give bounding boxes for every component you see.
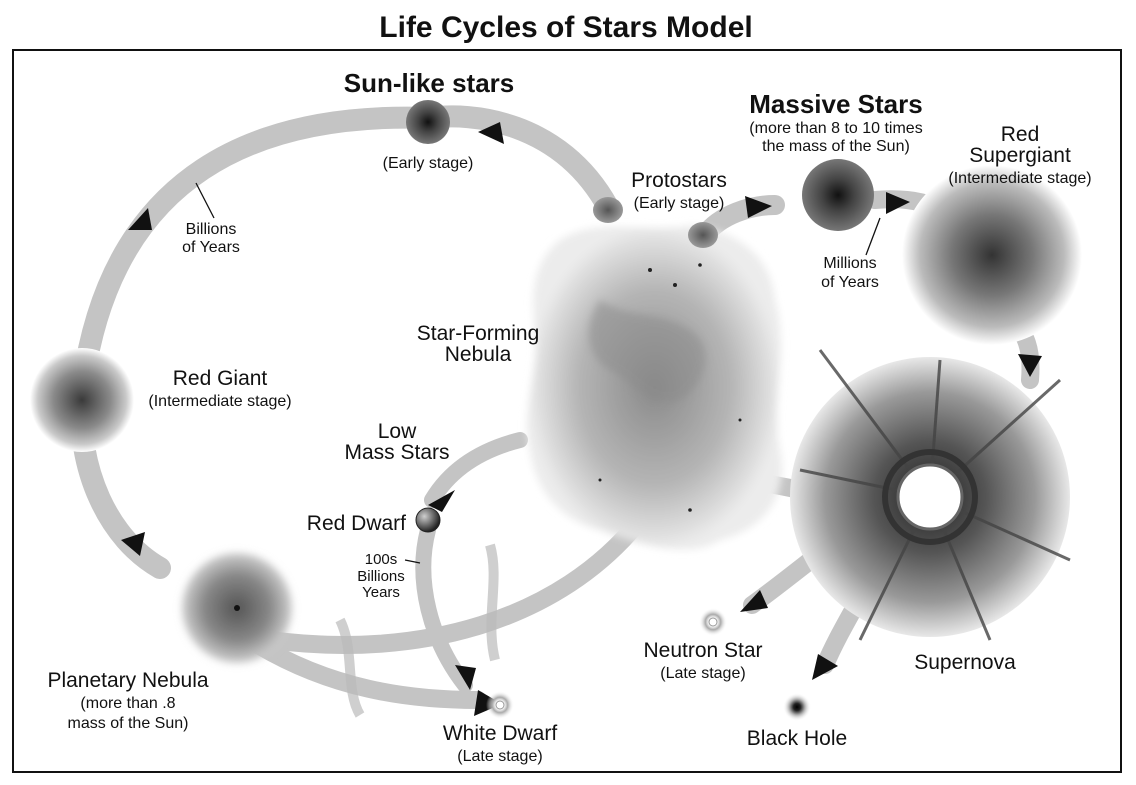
diagram-frame [12, 49, 1122, 773]
arrow-to-red-dwarf [428, 490, 455, 512]
millions-years-label-1: Millions [823, 255, 876, 272]
planetary-nebula-note-2: mass of the Sun) [68, 715, 189, 732]
arrow-to-planetary-nebula [121, 532, 145, 556]
planetary-nebula-note-1: (more than .8 [80, 695, 175, 712]
nebula-label-1: Star-Forming [417, 322, 540, 345]
hundreds-billions-label-2: Billions [357, 568, 405, 585]
hundreds-billions-label-3: Years [362, 584, 400, 601]
arrow-to-neutron-star [740, 590, 768, 612]
arrow-to-sun-like [478, 122, 504, 144]
red-dwarf-label: Red Dwarf [307, 512, 406, 535]
millions-years-label-2: of Years [821, 274, 879, 291]
neutron-star-core [708, 617, 718, 627]
red-supergiant-stage-label: (Intermediate stage) [948, 170, 1091, 187]
diagram-title: Life Cycles of Stars Model [379, 11, 752, 44]
red-supergiant-label-1: Red [1001, 123, 1040, 146]
protostars-label: Protostars [631, 169, 727, 192]
hundreds-billions-label-1: 100s [365, 551, 398, 568]
sun-like-cycle-path [70, 105, 619, 579]
red-dwarf [415, 507, 441, 533]
black-hole [783, 693, 811, 721]
neutron-star-label: Neutron Star [643, 639, 762, 662]
red-giant-label: Red Giant [173, 367, 268, 390]
nebula-wisp-right [485, 543, 500, 662]
red-dwarf-path [415, 522, 473, 693]
arrow-to-supergiant [886, 192, 910, 214]
billions-years-label-1: Billions [186, 221, 237, 238]
arrow-to-massive-star [745, 196, 772, 218]
red-giant [30, 348, 134, 452]
nebula-wisp-left [335, 617, 365, 718]
sun-like-stars-heading: Sun-like stars [344, 68, 515, 98]
star-forming-nebula [527, 225, 782, 550]
low-mass-path [424, 432, 528, 508]
nebula-label-2: Nebula [445, 343, 512, 366]
white-dwarf-core [495, 700, 505, 710]
arrow-to-supernova [1018, 354, 1042, 377]
path-to-white-dwarf [241, 631, 487, 709]
massive-stars-note-2: the mass of the Sun) [762, 138, 910, 155]
planetary-nebula [182, 553, 292, 663]
arrow-red-dwarf-to-white-dwarf [455, 665, 476, 690]
leader-lines [195, 182, 881, 564]
arrow-down-left-loop [128, 208, 152, 230]
path-back-to-nebula [261, 511, 649, 654]
supernova [790, 349, 1071, 641]
white-dwarf-label: White Dwarf [443, 722, 558, 745]
protostars-stage-label: (Early stage) [634, 195, 725, 212]
billions-years-label-2: of Years [182, 239, 240, 256]
planetary-nebula-label: Planetary Nebula [47, 669, 208, 692]
red-giant-stage-label: (Intermediate stage) [148, 393, 291, 410]
low-mass-label-2: Mass Stars [344, 441, 449, 464]
white-dwarf-stage-label: (Late stage) [457, 748, 542, 765]
red-supergiant [902, 165, 1082, 345]
neutron-star-stage-label: (Late stage) [660, 665, 745, 682]
sun-like-star [406, 100, 450, 144]
protostar-sun-like [593, 197, 623, 223]
massive-stars-note-1: (more than 8 to 10 times [749, 120, 922, 137]
protostar-massive [688, 222, 718, 248]
black-hole-label: Black Hole [747, 727, 847, 750]
arrow-to-black-hole [812, 654, 838, 680]
massive-stars-heading: Massive Stars [749, 89, 922, 119]
sun-like-stage-label: (Early stage) [383, 155, 474, 172]
massive-star [802, 159, 874, 231]
low-mass-label-1: Low [378, 420, 417, 443]
supernova-label: Supernova [914, 651, 1016, 674]
red-supergiant-label-2: Supergiant [969, 144, 1071, 167]
